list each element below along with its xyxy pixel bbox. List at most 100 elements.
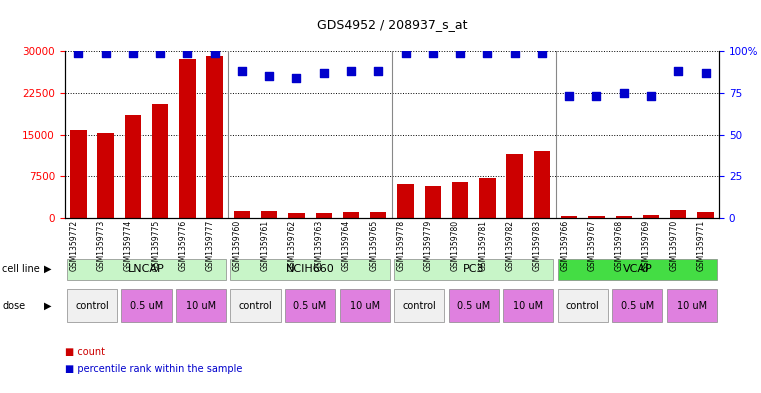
Bar	[452, 182, 468, 218]
Point	[236, 68, 248, 74]
Text: VCAP: VCAP	[622, 264, 652, 274]
Text: GSM1359760: GSM1359760	[233, 220, 242, 271]
Text: ▶: ▶	[44, 301, 52, 310]
Text: GSM1359780: GSM1359780	[451, 220, 460, 271]
Text: 10 uM: 10 uM	[513, 301, 543, 310]
Text: GSM1359765: GSM1359765	[369, 220, 378, 271]
Bar	[180, 59, 196, 218]
Bar	[67, 289, 117, 322]
Text: GSM1359770: GSM1359770	[669, 220, 678, 271]
Text: control: control	[239, 301, 272, 310]
Text: GSM1359764: GSM1359764	[342, 220, 351, 271]
Bar	[613, 289, 662, 322]
Bar	[616, 216, 632, 218]
Point	[345, 68, 357, 74]
Text: GSM1359778: GSM1359778	[396, 220, 406, 271]
Text: NCIH660: NCIH660	[285, 264, 335, 274]
Bar	[285, 289, 335, 322]
Bar	[339, 289, 390, 322]
Bar	[697, 212, 714, 218]
Bar	[70, 130, 87, 218]
Point	[127, 50, 139, 56]
Bar	[288, 213, 304, 218]
Bar	[234, 211, 250, 218]
Text: ■ count: ■ count	[65, 347, 105, 357]
Bar	[231, 259, 390, 279]
Bar	[394, 259, 553, 279]
Text: 0.5 uM: 0.5 uM	[621, 301, 654, 310]
Point	[291, 75, 303, 81]
Point	[618, 90, 630, 96]
Bar	[558, 289, 608, 322]
Bar	[122, 289, 171, 322]
Bar	[176, 289, 226, 322]
Bar	[67, 259, 226, 279]
Text: 0.5 uM: 0.5 uM	[130, 301, 163, 310]
Point	[536, 50, 548, 56]
Text: GSM1359761: GSM1359761	[260, 220, 269, 271]
Point	[563, 93, 575, 99]
Point	[427, 50, 439, 56]
Bar	[261, 211, 277, 218]
Text: 10 uM: 10 uM	[349, 301, 380, 310]
Point	[645, 93, 657, 99]
Text: GSM1359773: GSM1359773	[97, 220, 106, 271]
Point	[154, 50, 166, 56]
Bar	[397, 184, 414, 218]
Bar	[343, 212, 359, 218]
Text: GSM1359762: GSM1359762	[288, 220, 297, 271]
Point	[454, 50, 466, 56]
Text: 0.5 uM: 0.5 uM	[457, 301, 490, 310]
Text: GDS4952 / 208937_s_at: GDS4952 / 208937_s_at	[317, 18, 467, 31]
Text: control: control	[403, 301, 436, 310]
Text: GSM1359781: GSM1359781	[479, 220, 487, 271]
Point	[209, 50, 221, 56]
Text: GSM1359777: GSM1359777	[205, 220, 215, 271]
Bar	[533, 151, 550, 218]
Bar	[479, 178, 495, 218]
Text: 10 uM: 10 uM	[677, 301, 707, 310]
Bar	[588, 217, 605, 218]
Point	[181, 50, 193, 56]
Point	[372, 68, 384, 74]
Bar	[97, 134, 114, 218]
Point	[481, 50, 493, 56]
Bar	[231, 289, 281, 322]
Bar	[449, 289, 498, 322]
Text: GSM1359779: GSM1359779	[424, 220, 433, 271]
Bar	[125, 115, 141, 218]
Bar	[503, 289, 553, 322]
Bar	[558, 259, 717, 279]
Text: dose: dose	[2, 301, 25, 310]
Bar	[370, 212, 387, 218]
Text: ■ percentile rank within the sample: ■ percentile rank within the sample	[65, 364, 242, 375]
Point	[672, 68, 684, 74]
Point	[317, 70, 330, 76]
Text: GSM1359768: GSM1359768	[615, 220, 624, 271]
Point	[699, 70, 712, 76]
Text: 0.5 uM: 0.5 uM	[294, 301, 326, 310]
Text: GSM1359775: GSM1359775	[151, 220, 160, 271]
Text: control: control	[75, 301, 109, 310]
Bar	[152, 104, 168, 218]
Text: GSM1359763: GSM1359763	[315, 220, 323, 271]
Text: GSM1359782: GSM1359782	[505, 220, 514, 271]
Point	[591, 93, 603, 99]
Bar	[425, 186, 441, 218]
Bar	[507, 154, 523, 218]
Bar	[561, 216, 578, 218]
Bar	[670, 210, 686, 218]
Point	[400, 50, 412, 56]
Text: 10 uM: 10 uM	[186, 301, 216, 310]
Text: control: control	[566, 301, 600, 310]
Point	[508, 50, 521, 56]
Text: GSM1359769: GSM1359769	[642, 220, 651, 271]
Bar	[206, 55, 223, 218]
Text: ▶: ▶	[44, 264, 52, 274]
Bar	[667, 289, 717, 322]
Text: cell line: cell line	[2, 264, 40, 274]
Text: GSM1359766: GSM1359766	[560, 220, 569, 271]
Point	[263, 73, 275, 79]
Text: GSM1359771: GSM1359771	[696, 220, 705, 271]
Text: GSM1359783: GSM1359783	[533, 220, 542, 271]
